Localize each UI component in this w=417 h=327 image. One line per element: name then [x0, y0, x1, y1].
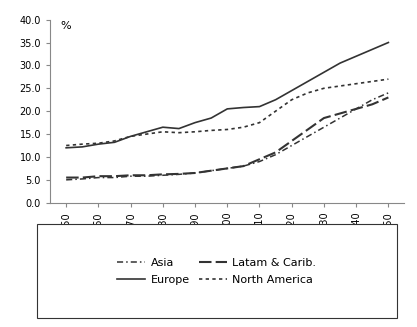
Text: %: % — [61, 22, 71, 31]
FancyBboxPatch shape — [37, 224, 397, 318]
Legend: Asia, Europe, Latam & Carib., North America: Asia, Europe, Latam & Carib., North Amer… — [113, 254, 321, 289]
